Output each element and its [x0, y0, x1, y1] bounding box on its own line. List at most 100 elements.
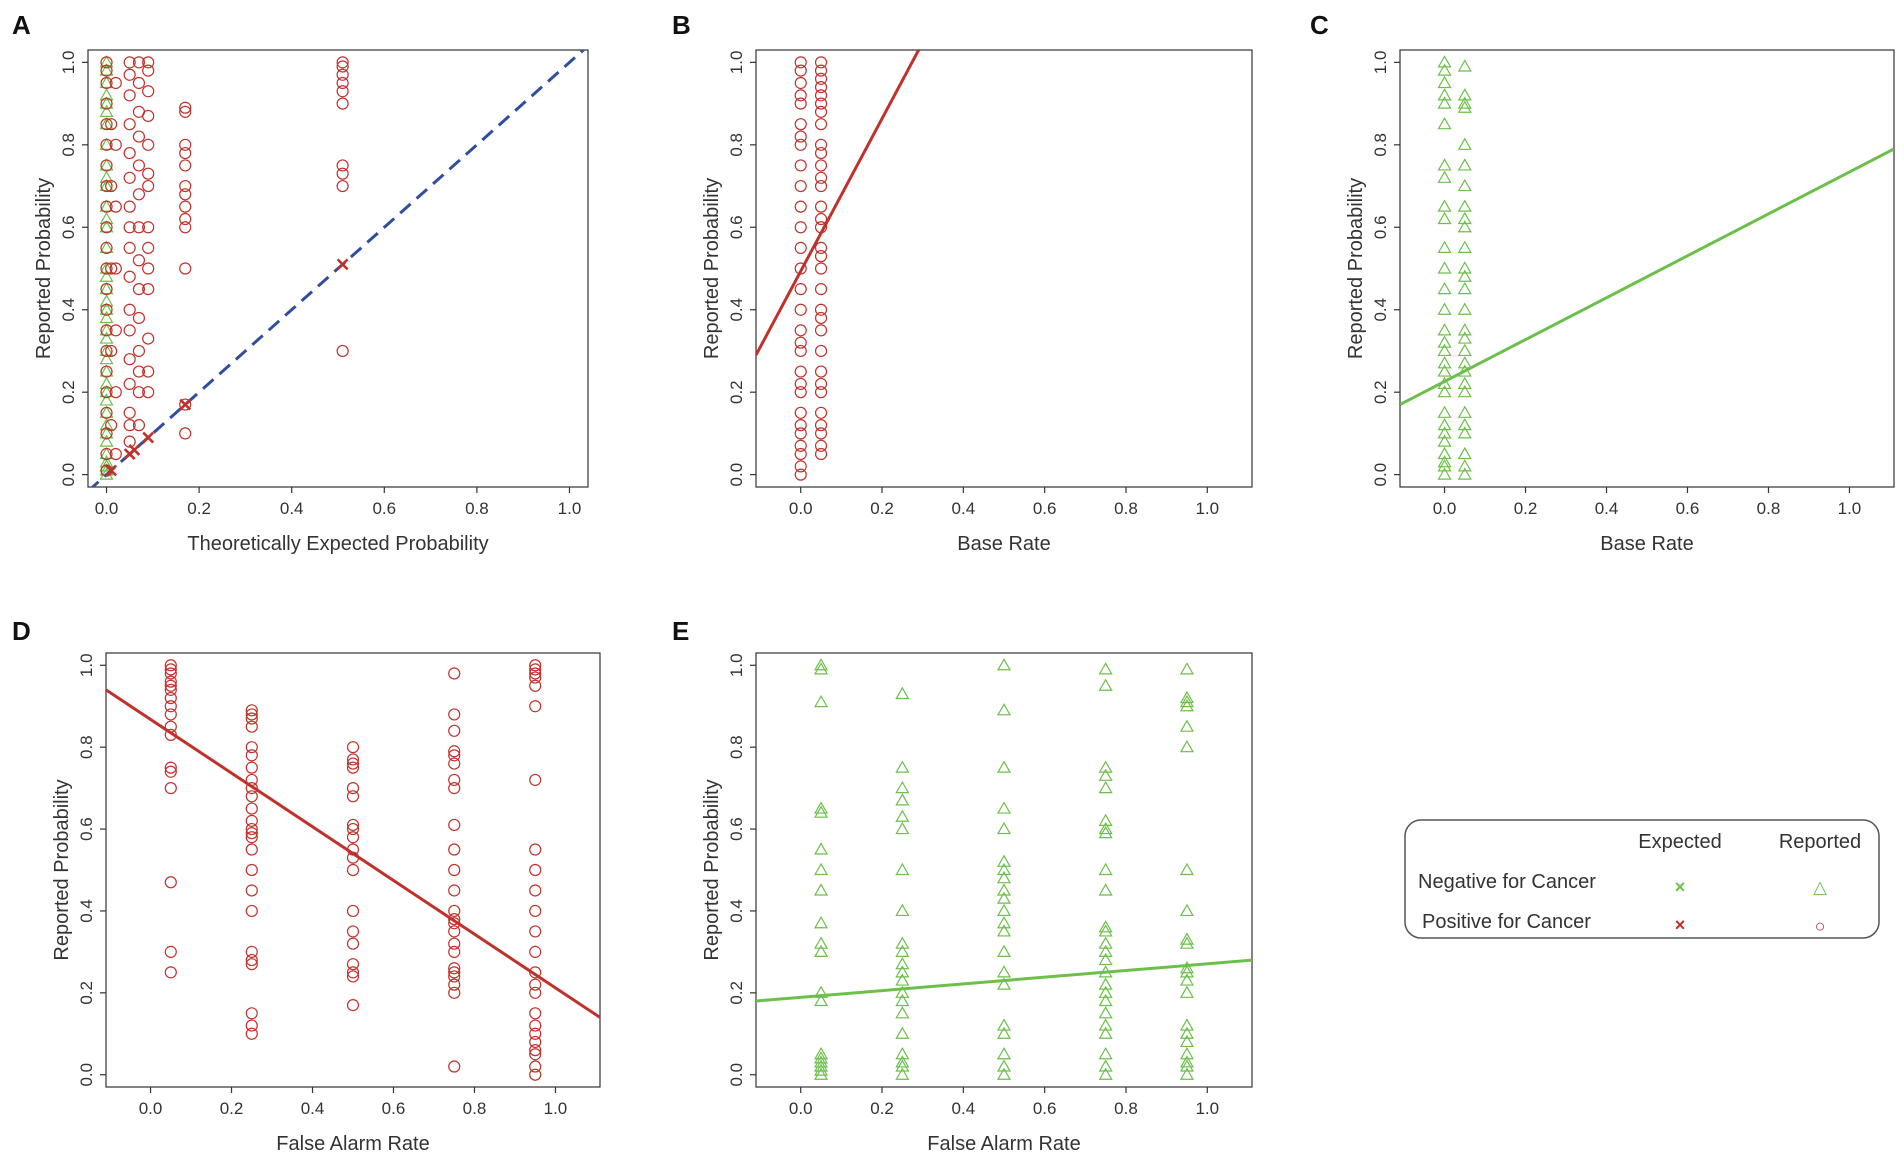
panel-a-circle-point [100, 97, 113, 110]
panel-b-y-tick-label: 0.8 [727, 133, 746, 157]
panel-a-triangle-point [99, 384, 114, 398]
panel-a: A 0.0 0.2 0.4 0.6 0.8 1.0 0.0 0.2 0.4 0.6 0.8 1.0 The… [12, 10, 589, 555]
panel-c-triangle-point [1437, 467, 1452, 480]
panel-c-triangle-point [1437, 417, 1452, 431]
panel-c-triangle-point [1457, 59, 1472, 72]
panel-e-triangle-point [895, 944, 910, 957]
panel-c-triangle-point [1437, 88, 1452, 101]
panel-d-circle-point [245, 958, 258, 971]
panel-c-triangle-point [1457, 467, 1472, 480]
panel-c-triangle-point [1437, 384, 1452, 398]
panel-d-circle-point [245, 843, 258, 856]
panel-b-y-tick-label: 0.0 [727, 463, 746, 487]
panel-e-triangle-point [814, 1047, 829, 1060]
panel-b-circle-point [814, 212, 828, 226]
panel-e-triangle-point [1179, 662, 1194, 675]
panel-e-x-tick-label: 0.0 [789, 1099, 813, 1118]
panel-c-triangle-point [1437, 459, 1452, 472]
panel-c-x-tick-label: 0.2 [1514, 499, 1538, 518]
panel-a-triangle-point [99, 351, 114, 365]
panel-c-y-tick-label: 0.8 [1371, 133, 1390, 157]
panel-d-circle-point [164, 761, 177, 774]
panel-b-x-tick-label: 0.8 [1114, 499, 1138, 518]
panel-d-circle-point [448, 1060, 461, 1073]
panel-a-data [90, 50, 586, 487]
panel-b-circle-point [794, 460, 807, 473]
panel-a-circle-point [132, 188, 146, 201]
panel-a-y-tick-label: 0.0 [59, 463, 78, 487]
panel-d-x-tick-label: 1.0 [544, 1099, 568, 1118]
panel-e-triangle-point [895, 780, 910, 794]
panel-a-circle-point [100, 159, 113, 172]
panel-c-triangle-point [1457, 88, 1472, 101]
panel-d-circle-point [164, 782, 177, 795]
panel-a-circle-point [123, 419, 136, 432]
panel-c-triangle-point [1437, 63, 1452, 76]
panel-b-circle-point [794, 468, 807, 481]
panel-c-triangle-point [1437, 434, 1452, 447]
panel-b-circle-point [794, 64, 807, 77]
panel-a-triangle-point [99, 55, 114, 68]
panel-d-circle-point [529, 679, 542, 692]
panel-d-circle-point [245, 953, 258, 967]
panel-e-triangle-point [1179, 1067, 1194, 1080]
panel-c-triangle-point [1437, 261, 1452, 274]
panel-c-triangle-point [1437, 323, 1452, 336]
panel-d-circle-point [245, 712, 258, 725]
panel-d-circle-point [448, 818, 461, 832]
panel-a-expected-x-point [128, 443, 141, 456]
panel-a-circle-point [109, 200, 122, 213]
panel-e-triangle-point [1179, 1034, 1194, 1048]
panel-d-circle-point [346, 925, 360, 938]
panel-d-circle-point [346, 753, 360, 766]
panel-e: E 0.0 0.2 0.4 0.6 0.8 1.0 0.0 0.2 0.4 0.6 0.8 1.0 Fal… [672, 616, 1253, 1155]
panel-e-triangle-point [1179, 903, 1194, 917]
panel-a-x-tick-label: 0.2 [187, 499, 211, 518]
panel-a-circle-point [100, 221, 113, 234]
panel-c-triangle-point [1437, 281, 1452, 295]
panel-e-triangle-point [1179, 965, 1194, 978]
panel-a-circle-point [142, 386, 155, 399]
panel-a-circle-point [100, 56, 113, 69]
panel-d-circle-point [346, 863, 360, 877]
panel-b-circle-point [814, 250, 828, 263]
panel-b-x-tick-label: 0.2 [870, 499, 894, 518]
panel-a-circle-point [132, 311, 146, 325]
panel-a-x-axis-label: Theoretically Expected Probability [187, 533, 488, 555]
panel-d-circle-point [164, 683, 177, 696]
panel-a-circle-point [100, 283, 113, 296]
panel-a-circle-point [100, 241, 113, 254]
panel-d-circle-point [448, 937, 461, 950]
panel-d-y-tick-label: 0.8 [77, 735, 96, 759]
panel-e-triangle-point [1098, 920, 1113, 933]
panel-c-triangle-point [1437, 405, 1452, 418]
panel-a-circle-point [123, 270, 136, 283]
panel-b-circle-point [814, 159, 828, 172]
panel-b-circle-point [814, 179, 828, 193]
panel-c-x-tick-label: 0.0 [1433, 499, 1457, 518]
panel-a-circle-point [105, 262, 118, 275]
panel-e-triangle-point [1098, 993, 1113, 1007]
panel-b-circle-point [814, 241, 828, 254]
panel-c-fit-line [1400, 147, 1894, 406]
panel-e-triangle-point [895, 1047, 910, 1060]
panel-c-triangle-point [1437, 364, 1452, 377]
panel-e-triangle-point [1179, 694, 1194, 708]
panel-d-circle-point [529, 1035, 542, 1049]
panel-c-triangle-point [1457, 384, 1472, 398]
panel-c-triangle-point [1457, 178, 1472, 192]
panel-e-triangle-point [1179, 973, 1194, 986]
legend: Expected Reported Negative for Cancer Po… [1404, 819, 1880, 939]
panel-a-circle-point [100, 344, 113, 358]
panel-e-triangle-point [1098, 1067, 1113, 1080]
panel-b-circle-point [814, 146, 828, 160]
panel-a-circle-point [142, 262, 155, 275]
panel-a-circle-point [142, 64, 155, 77]
panel-e-triangle-point [895, 1006, 910, 1019]
panel-c-triangle-point [1457, 100, 1472, 113]
panel-d-circle-point [529, 663, 542, 676]
panel-e-triangle-point [895, 1067, 910, 1080]
panel-a-circle-point [100, 200, 113, 213]
panel-a-circle-point [142, 241, 155, 254]
